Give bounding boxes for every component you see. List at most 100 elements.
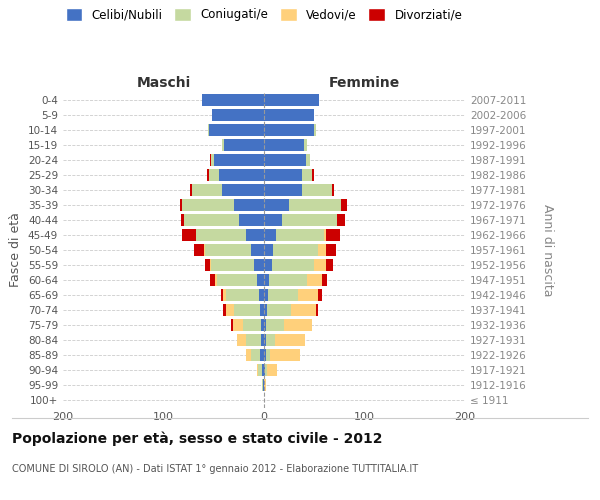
Bar (234, 304, 260, 316)
Bar (210, 274, 215, 286)
Bar (337, 214, 346, 226)
Bar (316, 304, 318, 316)
Bar (302, 184, 332, 196)
Bar (326, 229, 340, 241)
Bar (217, 274, 257, 286)
Bar (231, 319, 233, 331)
Bar (318, 244, 326, 256)
Text: Femmine: Femmine (329, 76, 400, 90)
Bar (263, 379, 264, 391)
Bar (289, 199, 341, 211)
Bar (207, 169, 209, 181)
Bar (269, 274, 307, 286)
Bar (246, 229, 264, 241)
Bar (302, 169, 312, 181)
Bar (264, 214, 282, 226)
Bar (205, 244, 251, 256)
Bar (214, 154, 264, 166)
Bar (264, 229, 276, 241)
Bar (182, 229, 196, 241)
Bar (257, 274, 264, 286)
Bar (267, 304, 291, 316)
Bar (251, 244, 264, 256)
Bar (209, 124, 264, 136)
Bar (266, 319, 284, 331)
Bar (284, 319, 312, 331)
Bar (264, 304, 267, 316)
Bar (237, 334, 246, 346)
Bar (257, 364, 258, 376)
Bar (326, 259, 334, 271)
Bar (298, 289, 318, 301)
Bar (184, 214, 239, 226)
Bar (204, 244, 205, 256)
Bar (268, 289, 298, 301)
Bar (264, 139, 304, 151)
Bar (264, 364, 265, 376)
Bar (266, 349, 270, 361)
Bar (264, 274, 269, 286)
Bar (314, 124, 316, 136)
Bar (258, 364, 262, 376)
Bar (314, 259, 326, 271)
Text: COMUNE DI SIROLO (AN) - Dati ISTAT 1° gennaio 2012 - Elaborazione TUTTITALIA.IT: COMUNE DI SIROLO (AN) - Dati ISTAT 1° ge… (12, 464, 418, 474)
Bar (246, 334, 261, 346)
Bar (190, 184, 191, 196)
Bar (264, 334, 266, 346)
Bar (275, 334, 305, 346)
Bar (264, 199, 289, 211)
Bar (264, 349, 266, 361)
Bar (179, 199, 182, 211)
Bar (221, 289, 223, 301)
Bar (267, 364, 277, 376)
Bar (306, 154, 310, 166)
Bar (261, 334, 264, 346)
Bar (264, 154, 306, 166)
Bar (254, 259, 264, 271)
Bar (222, 184, 264, 196)
Bar (191, 184, 222, 196)
Bar (181, 214, 184, 226)
Bar (262, 379, 263, 391)
Bar (325, 229, 326, 241)
Bar (332, 184, 334, 196)
Bar (264, 379, 266, 391)
Bar (223, 289, 226, 301)
Bar (326, 244, 337, 256)
Bar (210, 154, 211, 166)
Legend: Celibi/Nubili, Coniugati/e, Vedovi/e, Divorziati/e: Celibi/Nubili, Coniugati/e, Vedovi/e, Di… (65, 8, 463, 22)
Bar (264, 259, 272, 271)
Bar (210, 259, 211, 271)
Bar (234, 199, 264, 211)
Bar (265, 364, 267, 376)
Bar (223, 304, 226, 316)
Bar (226, 304, 234, 316)
Y-axis label: Anni di nascita: Anni di nascita (541, 204, 554, 296)
Bar (322, 274, 328, 286)
Bar (182, 199, 234, 211)
Bar (312, 169, 314, 181)
Bar (264, 124, 314, 136)
Bar (264, 94, 319, 106)
Bar (266, 334, 275, 346)
Bar (224, 139, 264, 151)
Bar (282, 214, 337, 226)
Bar (239, 214, 264, 226)
Bar (219, 169, 264, 181)
Bar (270, 349, 300, 361)
Bar (291, 304, 316, 316)
Bar (202, 94, 264, 106)
Bar (304, 139, 307, 151)
Bar (243, 319, 261, 331)
Bar (259, 289, 264, 301)
Text: Maschi: Maschi (136, 76, 191, 90)
Bar (226, 289, 259, 301)
Bar (211, 154, 214, 166)
Bar (307, 274, 322, 286)
Y-axis label: Fasce di età: Fasce di età (10, 212, 22, 288)
Bar (261, 319, 264, 331)
Text: Popolazione per età, sesso e stato civile - 2012: Popolazione per età, sesso e stato civil… (12, 431, 383, 446)
Bar (209, 169, 219, 181)
Bar (276, 229, 325, 241)
Bar (264, 169, 302, 181)
